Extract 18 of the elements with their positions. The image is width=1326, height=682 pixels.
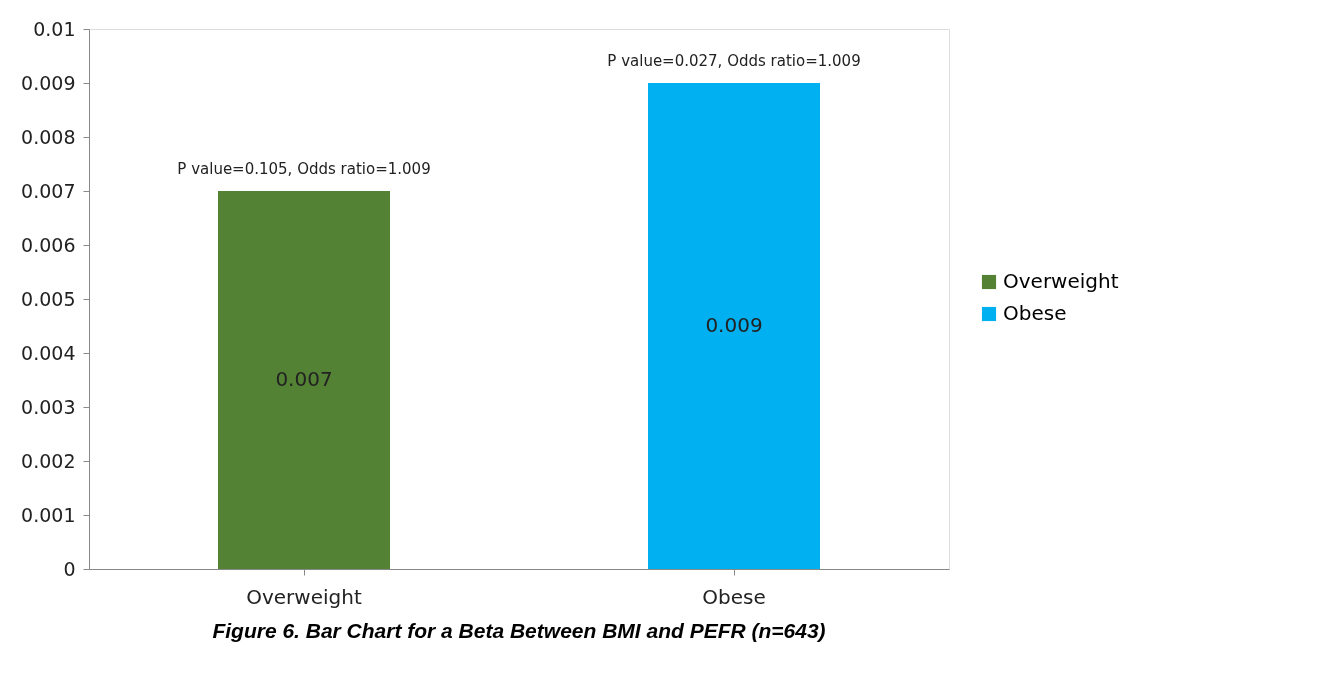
data-label: 0.007 bbox=[275, 367, 333, 391]
y-tick-label: 0 bbox=[63, 557, 76, 580]
y-tick-label: 0.005 bbox=[21, 287, 76, 310]
y-tick-label: 0.001 bbox=[21, 503, 76, 526]
legend-label: Overweight bbox=[1003, 269, 1119, 293]
legend-label: Obese bbox=[1003, 301, 1067, 325]
annotation: P value=0.027, Odds ratio=1.009 bbox=[607, 52, 861, 70]
caption: Figure 6. Bar Chart for a Beta Between BMI and PEFR (n=643) bbox=[212, 619, 826, 642]
y-tick-label: 0.007 bbox=[21, 179, 76, 202]
annotation: P value=0.105, Odds ratio=1.009 bbox=[177, 160, 431, 178]
y-tick-label: 0.01 bbox=[33, 17, 76, 40]
y-tick-label: 0.003 bbox=[21, 395, 76, 418]
y-tick-label: 0.006 bbox=[21, 233, 76, 256]
y-tick-label: 0.002 bbox=[21, 449, 76, 472]
data-label: 0.009 bbox=[705, 313, 763, 337]
y-tick-label: 0.008 bbox=[21, 125, 76, 148]
y-tick-label: 0.004 bbox=[21, 341, 76, 364]
y-tick-label: 0.009 bbox=[21, 71, 76, 94]
